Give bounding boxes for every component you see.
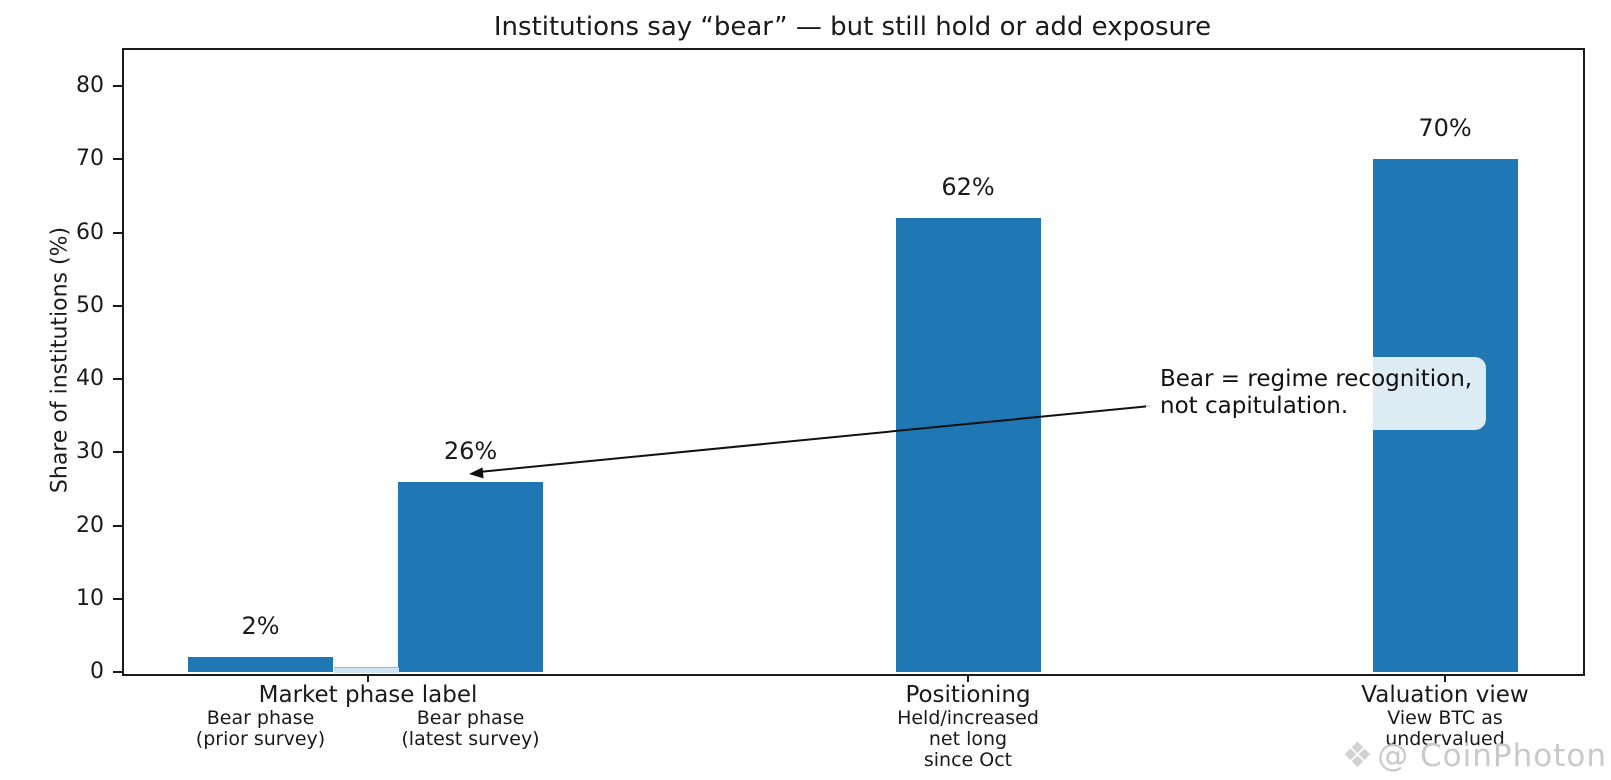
- x-tick-mark: [367, 674, 369, 682]
- bar: [895, 217, 1041, 672]
- bar-sub-label-line: Bear phase: [416, 707, 525, 729]
- watermark: ❖ @ CoinPhoton: [1342, 738, 1607, 774]
- bar-value-label: 62%: [941, 172, 995, 201]
- annotation-line-2: not capitulation.: [1160, 393, 1349, 419]
- y-tick-label: 70: [76, 146, 104, 172]
- bar-sub-label-line: Bear phase: [206, 707, 315, 729]
- y-tick-mark: [113, 158, 122, 161]
- y-tick-mark: [113, 304, 122, 307]
- bar-sub-label-line: (latest survey): [401, 728, 540, 750]
- bar-sub-label-line: undervalued: [1385, 728, 1505, 750]
- bar-sub-label-line: (prior survey): [195, 728, 326, 750]
- x-tick-mark: [1444, 674, 1446, 682]
- bar-value-label: 70%: [1418, 114, 1472, 143]
- bar-sub-label: View BTC as undervalued: [1330, 708, 1560, 750]
- bar-value-label: 26%: [443, 436, 498, 465]
- annotation-line-1: Bear = regime recognition,: [1160, 366, 1473, 392]
- y-tick-mark: [113, 524, 122, 527]
- y-tick-label: 20: [76, 512, 104, 538]
- x-category-label: Valuation view: [1361, 682, 1529, 708]
- bar: [398, 481, 543, 672]
- y-tick-label: 40: [76, 366, 104, 391]
- annotation-box: Bear = regime recognition, not capitulat…: [1146, 357, 1487, 430]
- y-tick-label: 60: [76, 219, 104, 245]
- y-tick-label: 30: [76, 439, 104, 465]
- gem-icon: ❖: [1341, 735, 1374, 776]
- x-category-label: Positioning: [905, 682, 1031, 708]
- y-tick-label: 80: [76, 73, 104, 98]
- bar-sub-label-line: net long: [928, 728, 1008, 750]
- bar-shadow-artifact: [334, 667, 399, 673]
- watermark-text: @ CoinPhoton: [1377, 738, 1607, 774]
- bar-sub-label: Bear phase (prior survey): [146, 708, 376, 750]
- y-tick-label: 50: [76, 292, 104, 318]
- y-tick-mark: [113, 451, 122, 454]
- bar-sub-label-line: View BTC as: [1387, 707, 1503, 729]
- y-tick-label: 0: [90, 659, 104, 684]
- y-tick-mark: [113, 85, 122, 87]
- bar-value-label: 2%: [241, 612, 280, 641]
- bar: [188, 657, 333, 672]
- y-tick-mark: [113, 671, 122, 673]
- bar-sub-label-line: since Oct: [923, 749, 1013, 771]
- bar-sub-label: Held/increased net long since Oct: [853, 708, 1083, 771]
- y-tick-label: 10: [76, 585, 104, 611]
- y-tick-mark: [113, 597, 122, 600]
- y-tick-mark: [113, 378, 122, 380]
- x-tick-mark: [967, 674, 969, 682]
- chart-title: Institutions say “bear” — but still hold…: [493, 12, 1212, 42]
- bar-sub-label: Bear phase (latest survey): [356, 708, 586, 750]
- bar-sub-label-line: Held/increased: [897, 707, 1039, 729]
- y-tick-mark: [113, 231, 122, 234]
- x-category-label: Market phase label: [258, 682, 478, 708]
